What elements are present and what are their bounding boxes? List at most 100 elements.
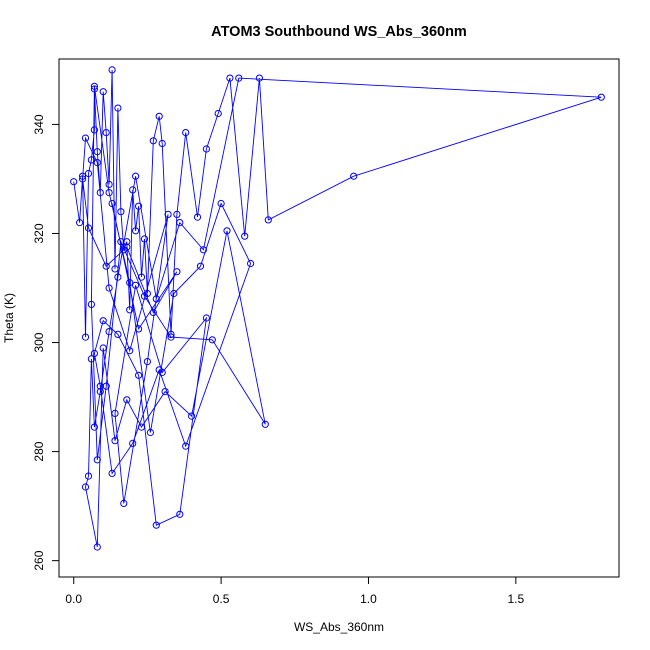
data-point bbox=[111, 437, 119, 445]
data-point bbox=[90, 82, 99, 90]
x-tick-label: 1.0 bbox=[360, 592, 377, 606]
data-point bbox=[350, 172, 358, 180]
data-point bbox=[132, 172, 140, 180]
data-point bbox=[93, 456, 101, 464]
data-point bbox=[208, 336, 216, 344]
data-point bbox=[84, 169, 93, 178]
data-point bbox=[96, 388, 104, 396]
data-point bbox=[597, 93, 605, 101]
data-point bbox=[137, 273, 146, 281]
data-point bbox=[235, 74, 243, 82]
data-point bbox=[167, 333, 175, 341]
data-point bbox=[132, 281, 140, 289]
data-point bbox=[176, 510, 184, 518]
data-point bbox=[135, 371, 143, 379]
x-axis: 0.0 0.5 1.0 1.5 bbox=[65, 576, 525, 606]
data-point bbox=[161, 388, 169, 396]
data-point bbox=[81, 134, 90, 142]
data-point bbox=[93, 159, 101, 167]
data-point bbox=[102, 262, 110, 270]
data-point bbox=[173, 210, 181, 218]
data-point bbox=[81, 483, 90, 491]
data-point bbox=[117, 238, 125, 246]
x-tick-label: 0.5 bbox=[213, 592, 230, 606]
data-point bbox=[123, 243, 131, 251]
data-point bbox=[96, 382, 104, 390]
data-point bbox=[126, 347, 134, 355]
data-point bbox=[108, 199, 116, 208]
data-point bbox=[173, 268, 181, 276]
data-point bbox=[96, 189, 104, 197]
data-point bbox=[81, 333, 90, 341]
data-point bbox=[105, 328, 113, 336]
data-point bbox=[114, 273, 122, 281]
data-point bbox=[79, 175, 87, 183]
data-point bbox=[135, 202, 143, 210]
data-point bbox=[176, 219, 184, 227]
data-point bbox=[105, 180, 113, 188]
data-point bbox=[264, 216, 272, 224]
data-point bbox=[84, 224, 93, 232]
data-point bbox=[117, 208, 125, 216]
data-point bbox=[202, 314, 210, 322]
data-point bbox=[135, 325, 143, 333]
data-point bbox=[90, 126, 99, 134]
data-point bbox=[247, 259, 255, 268]
data-point bbox=[193, 213, 202, 221]
data-point bbox=[99, 88, 107, 96]
data-point bbox=[90, 85, 99, 93]
data-point bbox=[126, 279, 134, 287]
data-point bbox=[140, 235, 149, 243]
data-point bbox=[111, 409, 119, 417]
data-point bbox=[158, 368, 166, 377]
data-point bbox=[182, 129, 190, 137]
data-point bbox=[87, 300, 96, 308]
y-tick-label: 340 bbox=[32, 114, 46, 134]
data-point bbox=[149, 137, 157, 145]
data-point bbox=[76, 219, 84, 227]
data-point bbox=[123, 396, 131, 404]
data-point bbox=[93, 148, 101, 156]
data-point bbox=[93, 543, 101, 551]
data-point bbox=[87, 156, 96, 164]
data-point bbox=[226, 74, 234, 82]
data-point bbox=[129, 186, 137, 194]
data-point bbox=[199, 246, 207, 254]
data-point bbox=[217, 199, 225, 208]
data-point bbox=[149, 308, 157, 317]
data-point bbox=[143, 358, 151, 366]
data-point bbox=[202, 145, 210, 153]
data-point bbox=[196, 262, 205, 270]
data-point bbox=[84, 472, 93, 480]
data-point bbox=[146, 428, 154, 437]
data-point bbox=[241, 232, 249, 240]
data-point bbox=[90, 423, 99, 431]
data-point bbox=[105, 284, 113, 292]
data-point bbox=[182, 442, 190, 450]
data-point bbox=[137, 423, 146, 431]
data-point bbox=[158, 139, 166, 148]
data-point bbox=[152, 295, 160, 303]
x-axis-label: WS_Abs_360nm bbox=[294, 620, 384, 634]
chart-title: ATOM3 Southbound WS_Abs_360nm bbox=[211, 24, 467, 40]
data-point bbox=[105, 189, 113, 197]
data-point bbox=[114, 104, 122, 112]
x-tick-label: 0.0 bbox=[65, 592, 82, 606]
data-point bbox=[188, 412, 196, 420]
y-tick-label: 320 bbox=[32, 223, 46, 243]
data-point bbox=[167, 330, 175, 338]
y-tick-label: 260 bbox=[32, 550, 46, 570]
data-point bbox=[79, 172, 87, 180]
data-point bbox=[99, 344, 107, 352]
data-point bbox=[102, 129, 110, 137]
data-point bbox=[152, 521, 160, 529]
y-tick-label: 280 bbox=[32, 441, 46, 461]
data-point bbox=[223, 227, 231, 235]
data-point bbox=[255, 74, 263, 82]
data-point bbox=[108, 469, 116, 477]
data-point bbox=[99, 317, 107, 325]
data-point bbox=[164, 210, 172, 218]
data-point bbox=[70, 178, 78, 186]
